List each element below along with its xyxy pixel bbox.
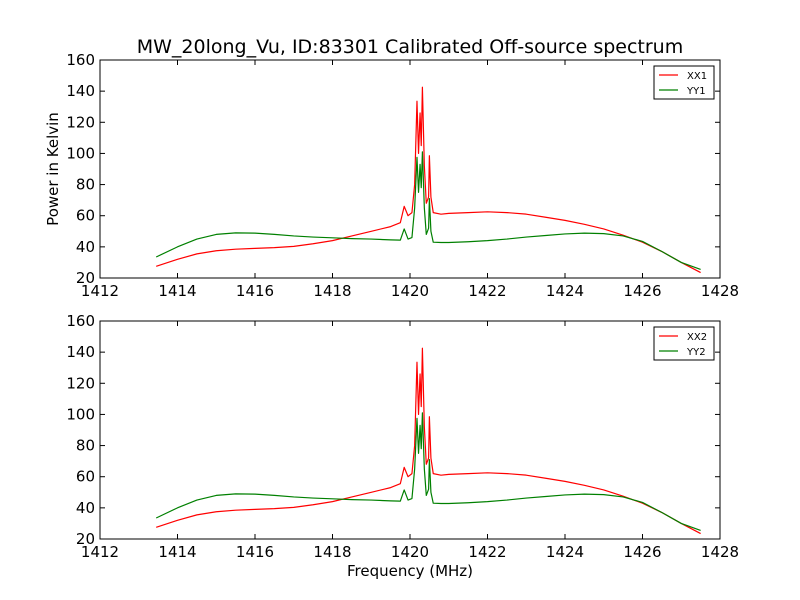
series-line-xx1 [156,86,701,274]
y-tick-label: 100 [66,144,95,162]
y-tick-label: 160 [66,51,95,69]
x-tick-label: 1422 [468,543,506,561]
legend-box [653,65,715,100]
x-tick-label: 1420 [391,282,429,300]
x-tick-label: 1426 [623,282,661,300]
y-tick-label: 100 [66,405,95,423]
legend-label-yy1: YY1 [686,86,706,97]
x-tick-label: 1428 [701,543,739,561]
x-tick-label: 1428 [701,282,739,300]
y-tick-label: 20 [76,269,95,287]
y-axis-label: Power in Kelvin [44,112,62,226]
subplots: 1412 1414 1416 1418 1420 1422 1424 1426 1428 20 40… [44,51,739,580]
x-tick-label: 1416 [236,543,274,561]
y-tick-label: 160 [66,312,95,330]
x-tick-label: 1414 [158,543,196,561]
x-tick-label: 1426 [623,543,661,561]
subplot-1: 1412 1414 1416 1418 1420 1422 1424 1426 1428 20 40… [44,51,739,300]
x-tick-label: 1412 [81,282,119,300]
legend-label-xx2: XX2 [687,332,707,343]
y-tick-label: 40 [76,499,95,517]
legend-box [653,326,715,361]
subplot-2: 1412 1414 1416 1418 1420 1422 1424 1426 1428 20 40… [66,312,739,580]
y-tick-label: 60 [76,468,95,486]
y-tick-label: 120 [66,113,95,131]
legend-label-yy2: YY2 [686,347,706,358]
y-tick-label: 80 [76,437,95,455]
x-tick-label: 1424 [546,543,584,561]
legend-label-xx1: XX1 [687,71,707,82]
x-tick-label: 1418 [313,543,351,561]
x-tick-label: 1420 [391,543,429,561]
x-tick-label: 1414 [158,282,196,300]
x-tick-label: 1422 [468,282,506,300]
x-tick-label: 1416 [236,282,274,300]
x-tick-label: 1412 [81,543,119,561]
y-tick-label: 80 [76,176,95,194]
y-tick-label: 140 [66,343,95,361]
x-tick-label: 1424 [546,282,584,300]
y-tick-label: 20 [76,530,95,548]
y-tick-label: 140 [66,82,95,100]
series-line-yy1 [155,151,701,271]
series-line-yy2 [155,412,701,532]
y-tick-label: 60 [76,207,95,225]
y-tick-label: 40 [76,238,95,256]
figure-title: MW_20long_Vu, ID:83301 Calibrated Off-so… [137,36,683,58]
series-line-xx2 [156,347,701,535]
x-axis-label: Frequency (MHz) [347,562,473,580]
x-tick-label: 1418 [313,282,351,300]
y-tick-label: 120 [66,374,95,392]
